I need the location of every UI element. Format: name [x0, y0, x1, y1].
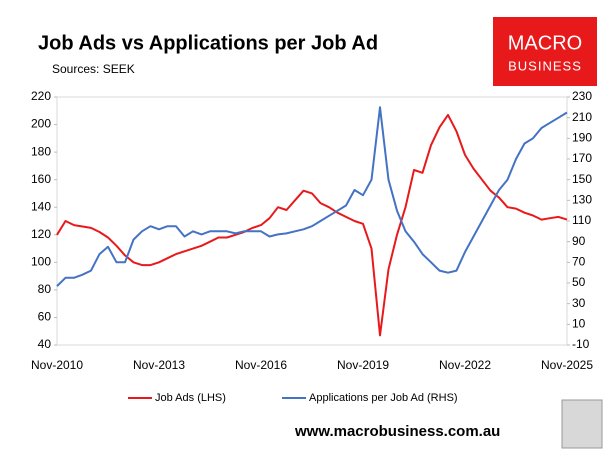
x-tick-label: Nov-2022 [439, 358, 491, 372]
y2-tick-label: 50 [572, 275, 586, 289]
y-tick-label: 160 [31, 172, 51, 186]
y2-tick-label: 210 [572, 110, 592, 124]
logo-box [493, 17, 597, 86]
series-line [56, 106, 568, 287]
x-tick-label: Nov-2019 [337, 358, 389, 372]
y2-tick-label: 150 [572, 172, 592, 186]
y-tick-label: 220 [31, 89, 51, 103]
y-tick-label: 60 [38, 310, 52, 324]
y2-tick-label: 230 [572, 89, 592, 103]
chart-subtitle: Sources: SEEK [52, 62, 135, 76]
y2-tick-label: 170 [572, 151, 592, 165]
y-tick-label: 180 [31, 144, 51, 158]
x-tick-label: Nov-2025 [541, 358, 593, 372]
y-tick-label: 80 [38, 282, 52, 296]
logo-text: BUSINESS [508, 58, 582, 73]
logo-text: MACRO [508, 32, 582, 54]
y-tick-label: 140 [31, 199, 51, 213]
y-tick-label: 40 [38, 337, 52, 351]
y2-tick-label: 130 [572, 193, 592, 207]
plot-frame [56, 96, 568, 346]
y-tick-label: 120 [31, 227, 51, 241]
series-line [56, 113, 568, 337]
y2-tick-label: -10 [572, 337, 590, 351]
y-tick-label: 200 [31, 117, 51, 131]
y2-tick-label: 70 [572, 255, 586, 269]
x-tick-label: Nov-2010 [31, 358, 83, 372]
y2-tick-label: 30 [572, 296, 586, 310]
chart-title: Job Ads vs Applications per Job Ad [38, 32, 378, 54]
legend-label: Job Ads (LHS) [155, 392, 226, 404]
y2-tick-label: 110 [572, 213, 591, 227]
footer: www.macrobusiness.com.au [294, 423, 500, 440]
y2-tick-label: 10 [572, 317, 586, 331]
wolf-icon [561, 399, 603, 449]
y-tick-label: 100 [31, 255, 51, 269]
y2-tick-label: 190 [572, 131, 592, 145]
legend-label: Applications per Job Ad (RHS) [309, 392, 458, 404]
x-tick-label: Nov-2013 [133, 358, 185, 372]
y2-tick-label: 90 [572, 234, 586, 248]
x-tick-label: Nov-2016 [235, 358, 287, 372]
